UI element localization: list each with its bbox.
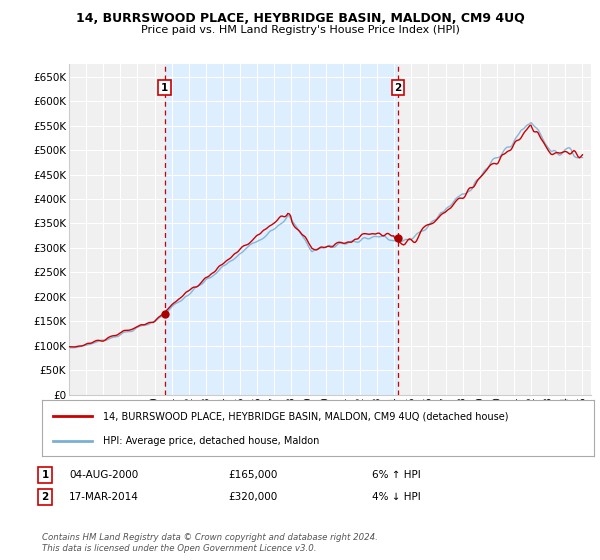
Text: 14, BURRSWOOD PLACE, HEYBRIDGE BASIN, MALDON, CM9 4UQ: 14, BURRSWOOD PLACE, HEYBRIDGE BASIN, MA…: [76, 12, 524, 25]
Text: £165,000: £165,000: [228, 470, 277, 480]
Text: 1: 1: [41, 470, 49, 480]
Text: 6% ↑ HPI: 6% ↑ HPI: [372, 470, 421, 480]
Bar: [164, 64, 398, 395]
Text: £320,000: £320,000: [228, 492, 277, 502]
Text: 2: 2: [41, 492, 49, 502]
Text: 17-MAR-2014: 17-MAR-2014: [69, 492, 139, 502]
Text: 2: 2: [394, 82, 401, 92]
Text: 1: 1: [161, 82, 168, 92]
Text: Contains HM Land Registry data © Crown copyright and database right 2024.
This d: Contains HM Land Registry data © Crown c…: [42, 533, 378, 553]
Text: 14, BURRSWOOD PLACE, HEYBRIDGE BASIN, MALDON, CM9 4UQ (detached house): 14, BURRSWOOD PLACE, HEYBRIDGE BASIN, MA…: [103, 411, 508, 421]
Text: HPI: Average price, detached house, Maldon: HPI: Average price, detached house, Mald…: [103, 436, 319, 446]
Text: 4% ↓ HPI: 4% ↓ HPI: [372, 492, 421, 502]
Text: Price paid vs. HM Land Registry's House Price Index (HPI): Price paid vs. HM Land Registry's House …: [140, 25, 460, 35]
Text: 04-AUG-2000: 04-AUG-2000: [69, 470, 138, 480]
